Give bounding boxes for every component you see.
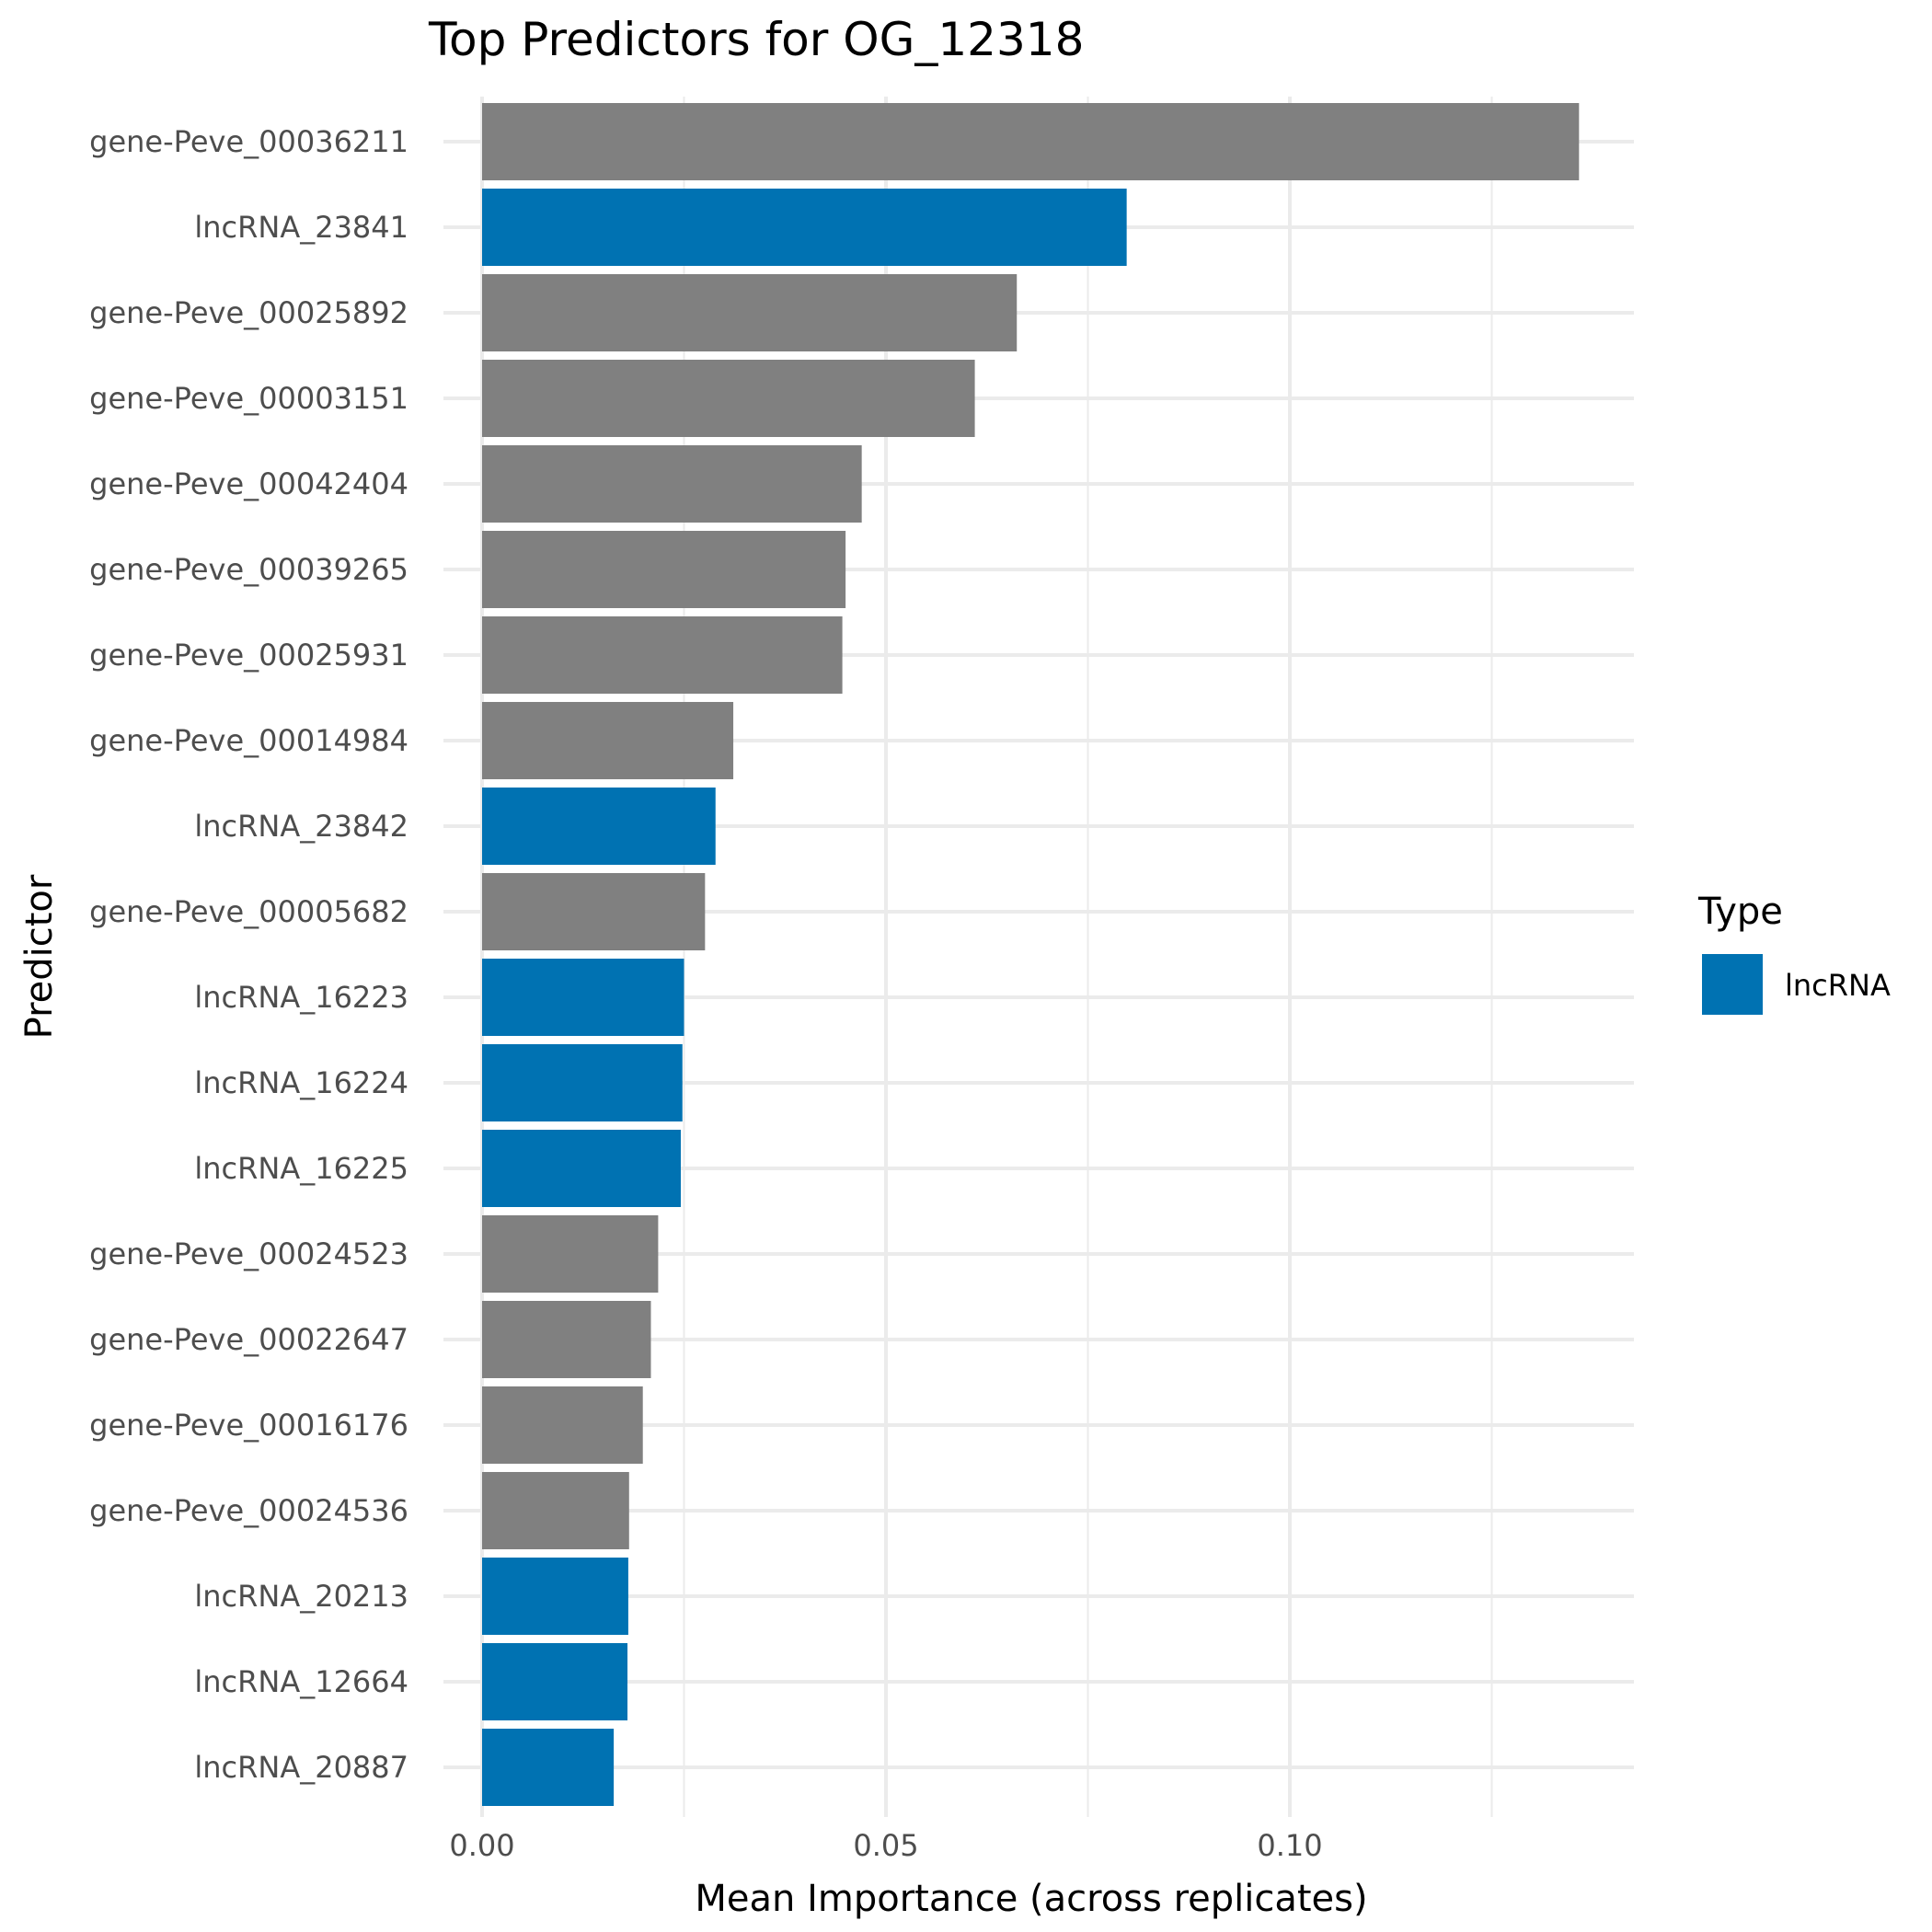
y-tick-label: gene-Peve_00022647	[89, 1322, 408, 1357]
x-axis-title: Mean Importance (across replicates)	[695, 1878, 1367, 1920]
bar-gene-Peve_00024536	[482, 1472, 629, 1549]
y-tick-label: gene-Peve_00005682	[89, 894, 408, 929]
y-tick-label: gene-Peve_00039265	[89, 552, 408, 587]
bar-lncRNA_16223	[482, 959, 684, 1036]
y-tick-label: lncRNA_16225	[194, 1151, 408, 1186]
x-tick-label: 0.10	[1257, 1828, 1322, 1863]
bar-lncRNA_23842	[482, 788, 716, 865]
y-tick-label: gene-Peve_00016176	[89, 1408, 408, 1443]
bar-gene-Peve_00036211	[482, 103, 1580, 180]
bar-gene-Peve_00039265	[482, 531, 846, 608]
bar-lncRNA_20887	[482, 1729, 615, 1806]
bar-layer	[482, 103, 1580, 1806]
legend-swatch-lncrna	[1702, 954, 1763, 1015]
y-tick-label: lncRNA_16223	[194, 980, 408, 1015]
x-tick-labels: 0.00 0.05 0.10	[449, 1828, 1322, 1863]
x-tick-label: 0.05	[853, 1828, 918, 1863]
bar-gene-Peve_00014984	[482, 702, 734, 779]
y-tick-label: gene-Peve_00036211	[89, 124, 408, 159]
y-tick-label: gene-Peve_00024536	[89, 1493, 408, 1528]
bar-gene-Peve_00025892	[482, 274, 1018, 351]
bar-lncRNA_16225	[482, 1130, 681, 1207]
y-tick-label: gene-Peve_00024523	[89, 1236, 408, 1271]
chart-title: Top Predictors for OG_12318	[428, 13, 1084, 66]
bar-lncRNA_20213	[482, 1558, 628, 1635]
bar-gene-Peve_00025931	[482, 616, 843, 694]
y-tick-label: lncRNA_23842	[194, 809, 408, 844]
y-tick-label: gene-Peve_00025931	[89, 638, 408, 673]
y-tick-label: lncRNA_23841	[194, 210, 408, 245]
bar-gene-Peve_00016176	[482, 1386, 643, 1464]
legend-title: Type	[1697, 891, 1783, 933]
bar-gene-Peve_00042404	[482, 445, 862, 523]
y-tick-label: gene-Peve_00042404	[89, 466, 408, 501]
bar-gene-Peve_00003151	[482, 360, 975, 437]
y-tick-label: gene-Peve_00025892	[89, 295, 408, 330]
x-tick-label: 0.00	[449, 1828, 514, 1863]
y-tick-labels: gene-Peve_00036211 lncRNA_23841 gene-Peve_…	[89, 124, 408, 1785]
bar-gene-Peve_00005682	[482, 873, 706, 950]
bar-lncRNA_16224	[482, 1044, 683, 1121]
y-tick-label: lncRNA_20887	[194, 1750, 408, 1785]
legend-label-lncrna: lncRNA	[1785, 968, 1891, 1003]
y-tick-label: lncRNA_12664	[194, 1664, 408, 1699]
bar-gene-Peve_00024523	[482, 1215, 659, 1293]
bar-lncRNA_12664	[482, 1643, 628, 1720]
bar-gene-Peve_00022647	[482, 1301, 651, 1378]
legend: Type lncRNA	[1697, 891, 1891, 1015]
y-tick-label: gene-Peve_00003151	[89, 381, 408, 416]
y-axis-title: Predictor	[18, 874, 61, 1039]
y-tick-label: gene-Peve_00014984	[89, 723, 408, 758]
bar-lncRNA_23841	[482, 189, 1127, 266]
y-tick-label: lncRNA_16224	[194, 1065, 408, 1100]
y-tick-label: lncRNA_20213	[194, 1579, 408, 1614]
